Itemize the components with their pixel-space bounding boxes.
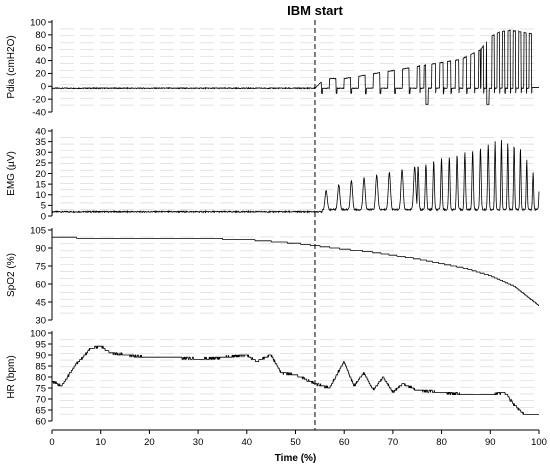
y-tick-label: 70	[35, 394, 46, 405]
y-tick-label: 35	[35, 137, 46, 148]
y-tick-label: 65	[35, 405, 46, 416]
y-tick-label: 40	[35, 126, 46, 137]
x-tick-label: 30	[193, 437, 204, 448]
y-tick-label: 60	[35, 279, 46, 290]
y-axis-label-pdia: Pdia (cmH2O)	[6, 35, 17, 98]
y-tick-label: 90	[35, 350, 46, 361]
y-axis-label-emg: EMG (µV)	[6, 151, 17, 196]
y-tick-label: 90	[35, 243, 46, 254]
y-tick-label: 75	[35, 261, 46, 272]
series-line-emg	[51, 139, 540, 214]
x-axis-label: Time (%)	[275, 453, 317, 464]
x-tick-label: 0	[49, 437, 54, 448]
y-tick-label: -20	[32, 94, 46, 105]
x-tick-label: 50	[290, 437, 301, 448]
y-tick-label: 20	[35, 69, 46, 80]
series-line-hr	[52, 345, 539, 415]
series-line-spo2	[52, 236, 539, 306]
x-tick-label: 70	[388, 437, 399, 448]
y-tick-label: 75	[35, 383, 46, 394]
y-tick-label: 95	[35, 339, 46, 350]
x-tick-label: 80	[436, 437, 447, 448]
y-tick-label: 0	[41, 82, 46, 93]
y-tick-label: 20	[35, 169, 46, 180]
y-tick-label: 45	[35, 297, 46, 308]
series-line-pdia	[51, 29, 539, 105]
y-tick-label: 80	[35, 372, 46, 383]
x-tick-label: 40	[242, 437, 253, 448]
x-tick-label: 10	[95, 437, 106, 448]
x-tick-label: 20	[144, 437, 155, 448]
y-tick-label: 100	[30, 328, 46, 339]
ibm-start-label: IBM start	[287, 3, 343, 18]
y-tick-label: 30	[35, 148, 46, 159]
y-tick-label: 25	[35, 158, 46, 169]
line-layer	[51, 29, 540, 415]
y-tick-label: 10	[35, 190, 46, 201]
y-tick-label: 40	[35, 56, 46, 67]
x-tick-label: 90	[485, 437, 496, 448]
x-tick-label: 100	[531, 437, 547, 448]
y-tick-label: 85	[35, 361, 46, 372]
y-tick-label: 30	[35, 315, 46, 326]
y-tick-label: 5	[41, 201, 46, 212]
y-tick-label: 100	[30, 17, 46, 28]
y-tick-label: -40	[32, 107, 46, 118]
y-axis-label-spo2: SpO2 (%)	[6, 253, 17, 297]
y-tick-label: 60	[35, 416, 46, 427]
y-axis-label-hr: HR (bpm)	[6, 355, 17, 398]
y-tick-label: 0	[41, 211, 46, 222]
y-tick-label: 80	[35, 30, 46, 41]
y-tick-label: 60	[35, 43, 46, 54]
x-tick-label: 60	[339, 437, 350, 448]
y-tick-label: 105	[30, 225, 46, 236]
y-tick-label: 15	[35, 179, 46, 190]
